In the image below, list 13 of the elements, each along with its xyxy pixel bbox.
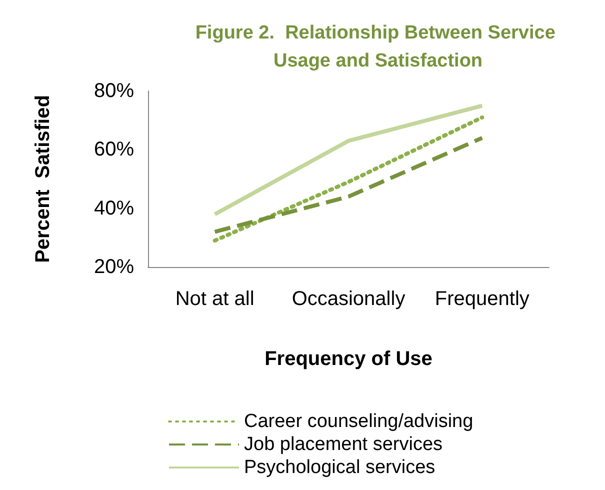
x-tick-label: Not at all [175, 288, 254, 310]
y-tick-label: 40% [94, 197, 134, 220]
chart-title: Figure 2. Relationship Between Service Usage and Satisfaction [195, 22, 561, 72]
y-axis-title: Percent Satisfied [32, 95, 54, 263]
legend-label: Career counseling/advising [244, 411, 474, 432]
y-tick-label: 60% [94, 138, 134, 161]
y-tick-label: 20% [94, 256, 134, 278]
x-tick-label: Occasionally [292, 288, 406, 310]
legend-label: Job placement services [244, 434, 443, 455]
y-tick-label: 80% [94, 80, 134, 102]
x-tick-label: Frequently [434, 288, 530, 310]
x-axis-title: Frequency of Use [264, 348, 432, 370]
legend-label: Psychological services [244, 457, 436, 478]
